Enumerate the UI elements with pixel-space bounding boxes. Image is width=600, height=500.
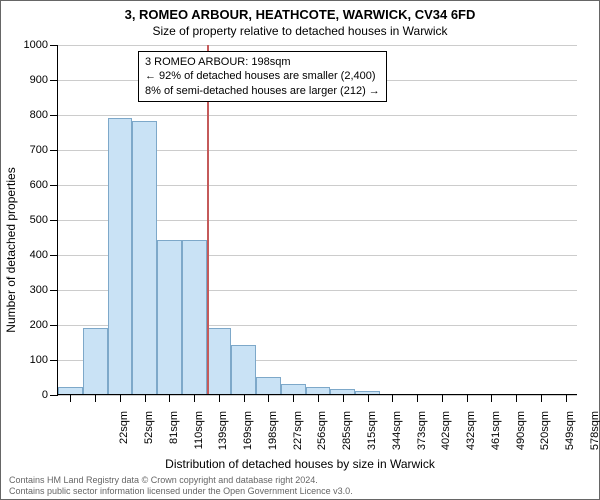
x-tick [318, 394, 319, 402]
annotation-box: 3 ROMEO ARBOUR: 198sqm ← 92% of detached… [138, 51, 387, 102]
x-tick-label: 285sqm [341, 411, 353, 461]
x-tick [95, 394, 96, 402]
x-tick-label: 315sqm [366, 411, 378, 461]
x-tick-label: 490sqm [515, 411, 527, 461]
histogram-bar [281, 384, 306, 395]
x-tick-label: 198sqm [267, 411, 279, 461]
histogram-bar [182, 240, 207, 394]
x-tick [392, 394, 393, 402]
histogram-bar [83, 328, 108, 395]
histogram-bar [207, 328, 232, 395]
x-tick [368, 394, 369, 402]
x-tick [145, 394, 146, 402]
x-tick-label: 256sqm [316, 411, 328, 461]
y-tick-label: 0 [42, 389, 58, 401]
y-axis-title: Number of detached properties [4, 167, 18, 332]
y-tick-label: 100 [30, 354, 58, 366]
x-tick [491, 394, 492, 402]
y-tick-label: 1000 [24, 39, 58, 51]
x-tick-label: 520sqm [539, 411, 551, 461]
annotation-line3: 8% of semi-detached houses are larger (2… [145, 84, 380, 98]
x-tick [244, 394, 245, 402]
y-tick-label: 700 [30, 144, 58, 156]
x-tick-label: 110sqm [193, 411, 205, 461]
x-tick [120, 394, 121, 402]
x-tick [417, 394, 418, 402]
x-tick-label: 52sqm [143, 411, 155, 461]
y-tick-label: 800 [30, 109, 58, 121]
x-tick-label: 549sqm [564, 411, 576, 461]
y-tick-label: 600 [30, 179, 58, 191]
y-tick-label: 400 [30, 249, 58, 261]
x-tick [516, 394, 517, 402]
x-tick-label: 373sqm [416, 411, 428, 461]
chart-title-line1: 3, ROMEO ARBOUR, HEATHCOTE, WARWICK, CV3… [1, 1, 599, 22]
x-tick-label: 578sqm [589, 411, 600, 461]
plot-area: 0100200300400500600700800900100022sqm52s… [57, 45, 577, 395]
x-tick-label: 432sqm [465, 411, 477, 461]
x-tick-label: 22sqm [118, 411, 130, 461]
x-tick-label: 139sqm [217, 411, 229, 461]
x-tick-label: 227sqm [292, 411, 304, 461]
histogram-bar [306, 387, 331, 394]
gridline [58, 115, 577, 116]
attribution-line2: Contains public sector information licen… [9, 486, 353, 497]
gridline [58, 45, 577, 46]
x-axis-title: Distribution of detached houses by size … [1, 457, 599, 471]
histogram-bar [58, 387, 83, 394]
chart-title-line2: Size of property relative to detached ho… [1, 22, 599, 38]
x-tick-label: 169sqm [242, 411, 254, 461]
histogram-bar [132, 121, 157, 394]
x-tick [70, 394, 71, 402]
x-tick [566, 394, 567, 402]
x-tick [169, 394, 170, 402]
x-tick [194, 394, 195, 402]
x-tick [268, 394, 269, 402]
x-tick [293, 394, 294, 402]
x-tick-label: 402sqm [440, 411, 452, 461]
annotation-line1: 3 ROMEO ARBOUR: 198sqm [145, 55, 380, 69]
x-tick-label: 461sqm [490, 411, 502, 461]
attribution: Contains HM Land Registry data © Crown c… [9, 475, 353, 497]
histogram-bar [231, 345, 256, 394]
x-tick [343, 394, 344, 402]
chart-container: 3, ROMEO ARBOUR, HEATHCOTE, WARWICK, CV3… [0, 0, 600, 500]
x-tick [219, 394, 220, 402]
attribution-line1: Contains HM Land Registry data © Crown c… [9, 475, 353, 486]
x-tick [442, 394, 443, 402]
histogram-bar [108, 118, 133, 395]
x-tick [467, 394, 468, 402]
histogram-bar [256, 377, 281, 395]
y-tick-label: 900 [30, 74, 58, 86]
x-tick-label: 81sqm [168, 411, 180, 461]
x-tick [541, 394, 542, 402]
y-tick-label: 300 [30, 284, 58, 296]
x-tick-label: 344sqm [391, 411, 403, 461]
y-tick-label: 200 [30, 319, 58, 331]
annotation-line2: ← 92% of detached houses are smaller (2,… [145, 69, 380, 83]
y-tick-label: 500 [30, 214, 58, 226]
histogram-bar [157, 240, 182, 394]
